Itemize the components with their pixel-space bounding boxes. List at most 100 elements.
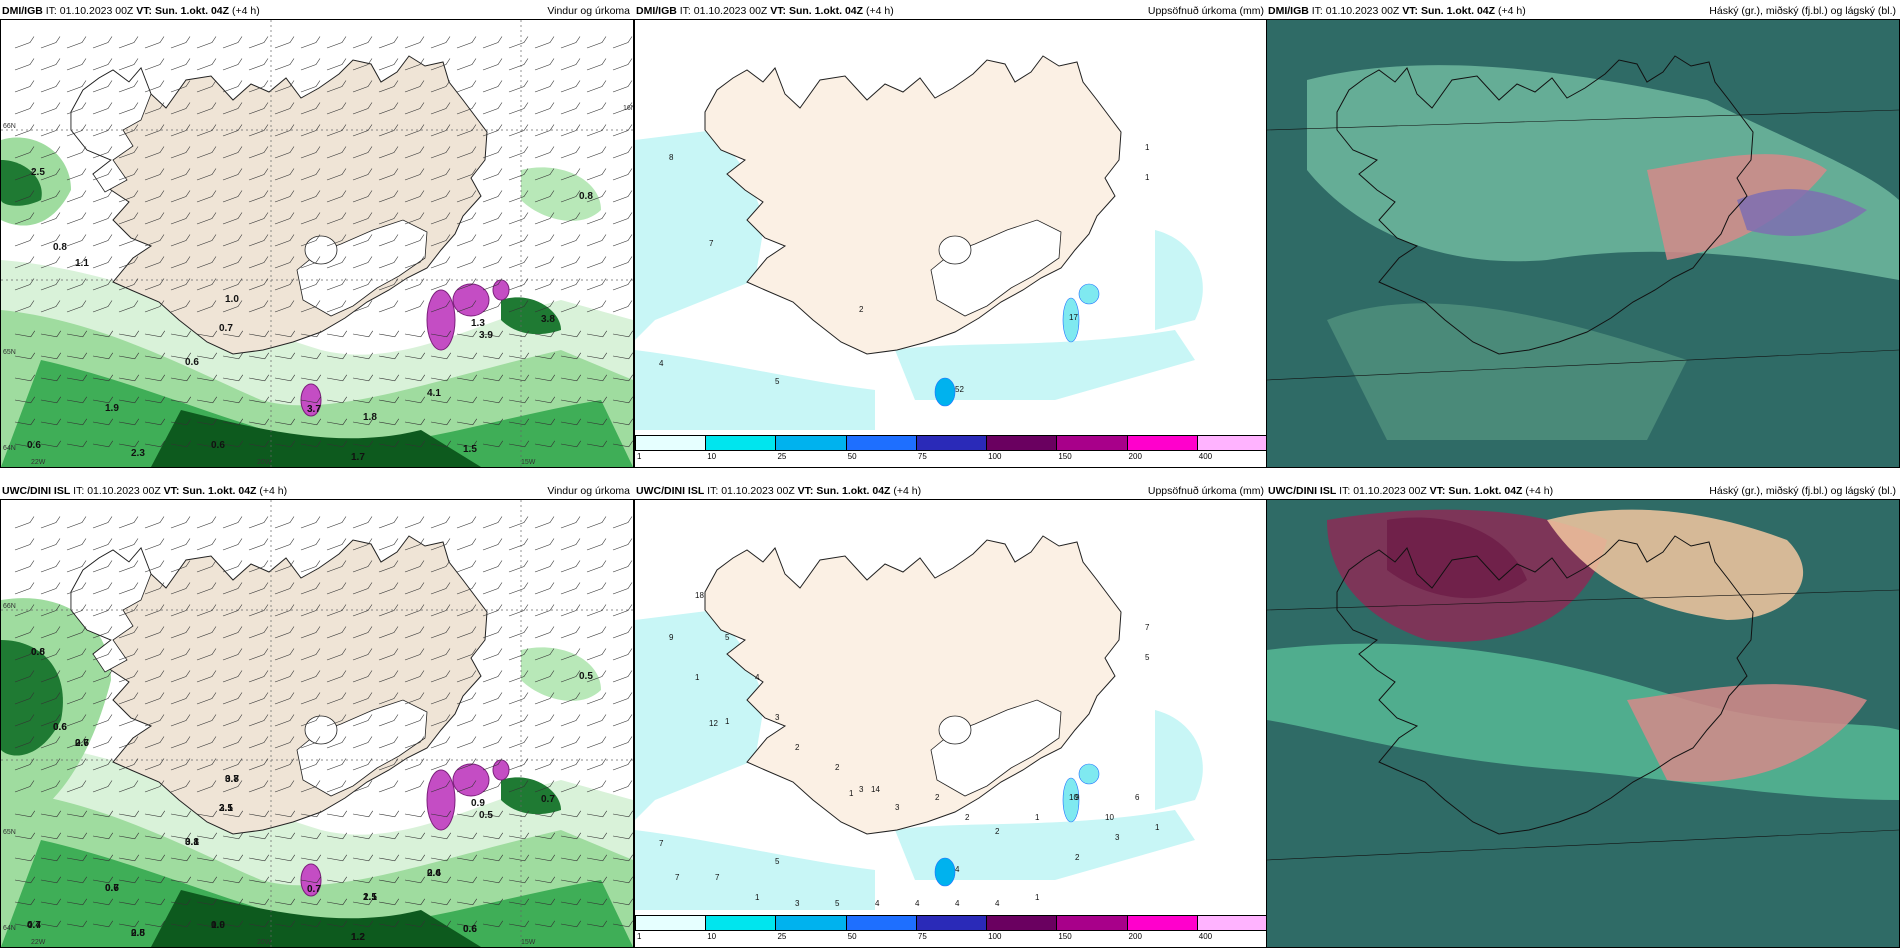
wind-barb: [326, 256, 347, 269]
wind-barb: [222, 670, 243, 683]
wind-barb: [352, 146, 373, 159]
wind-barb: [560, 396, 582, 404]
wind-barb: [300, 256, 321, 269]
wind-barb: [40, 626, 61, 639]
wind-barb: [92, 352, 114, 360]
wind-barb: [222, 692, 243, 705]
wind-barb: [40, 854, 62, 862]
wind-barb: [92, 396, 114, 404]
wind-barb: [66, 714, 87, 727]
wind-barb: [352, 168, 373, 181]
wind-barb: [404, 854, 426, 862]
precip-area: [635, 130, 765, 340]
wind-barb: [352, 124, 373, 137]
wind-barb: [352, 516, 373, 529]
wind-barb: [118, 146, 139, 159]
wind-barb: [482, 168, 503, 181]
wind-barb: [560, 146, 581, 159]
wind-barb: [274, 560, 295, 573]
wind-barb: [560, 58, 581, 71]
wind-barb: [560, 168, 581, 181]
wind-barb: [14, 102, 35, 115]
wind-barb: [222, 854, 244, 862]
wind-barb: [508, 736, 529, 749]
panel-header: DMI/IGB IT: 01.10.2023 00Z VT: Sun. 1.ok…: [636, 5, 1264, 17]
wind-barb: [274, 36, 295, 49]
wind-barb: [300, 212, 321, 225]
precip-value-label: 2: [835, 763, 840, 772]
wind-barb: [378, 124, 399, 137]
wind-barb: [560, 300, 581, 313]
wind-barb: [248, 876, 270, 884]
precip-cell: [1062, 777, 1080, 823]
wind-barb: [300, 560, 321, 573]
wind-barb: [144, 234, 165, 247]
wind-barb: [352, 832, 374, 840]
wind-barb: [248, 780, 269, 793]
wind-barb: [144, 278, 165, 291]
wind-barb: [326, 352, 348, 360]
wind-barb: [456, 670, 477, 683]
wind-barb: [274, 80, 295, 93]
wind-barb: [66, 810, 88, 818]
wind-barb: [404, 374, 426, 382]
map-cloud: [1266, 19, 1900, 468]
wind-barb: [196, 670, 217, 683]
wind-barb: [586, 300, 607, 313]
wind-barb: [326, 80, 347, 93]
wind-barb: [118, 736, 139, 749]
wind-barb: [274, 234, 295, 247]
axis-label: 66N: [3, 123, 16, 130]
wind-barb: [92, 58, 113, 71]
wind-barb: [66, 168, 87, 181]
wind-barb: [560, 560, 581, 573]
wind-barb: [586, 920, 608, 928]
wind-barb: [196, 168, 217, 181]
wind-barb: [508, 80, 529, 93]
wind-barb: [118, 418, 140, 426]
wind-barb: [534, 212, 555, 225]
wind-barb: [404, 80, 425, 93]
wind-barb: [456, 374, 478, 382]
wind-barb: [66, 758, 87, 771]
wind-barb: [326, 516, 347, 529]
wind-barb: [40, 898, 62, 906]
wind-barb: [144, 736, 165, 749]
wind-barb: [560, 604, 581, 617]
wind-barb: [560, 352, 582, 360]
axis-label: 15W: [521, 939, 536, 946]
wind-barb: [14, 560, 35, 573]
wind-barb: [378, 190, 399, 203]
wind-barb: [92, 714, 113, 727]
wind-barb: [534, 604, 555, 617]
wind-barb: [66, 374, 88, 382]
wind-barb: [430, 418, 452, 426]
wind-barb: [222, 124, 243, 137]
wind-barb: [456, 780, 477, 793]
wind-barb: [118, 692, 139, 705]
wind-barb: [66, 780, 87, 793]
wind-barb: [274, 256, 295, 269]
wind-barb: [66, 692, 87, 705]
wind-barb: [534, 330, 556, 338]
wind-barb: [456, 212, 477, 225]
wind-barb: [66, 146, 87, 159]
wind-barb: [92, 212, 113, 225]
wind-barb: [222, 146, 243, 159]
precip-value-label: 3: [775, 713, 780, 722]
wind-barb: [352, 374, 374, 382]
wind-barb: [196, 898, 218, 906]
wind-barb: [66, 854, 88, 862]
wind-barb: [66, 124, 87, 137]
wind-barb: [196, 36, 217, 49]
cloud-layer: [1627, 684, 1867, 782]
precip-value-label: 0.6: [463, 924, 477, 935]
precip-value-label: 4.1: [427, 388, 441, 399]
wind-barb: [40, 330, 62, 338]
wind-barb: [170, 758, 191, 771]
wind-barb: [222, 516, 243, 529]
wind-barb: [378, 854, 400, 862]
wind-barb: [430, 898, 452, 906]
wind-barb: [456, 330, 478, 338]
wind-barb: [482, 810, 504, 818]
